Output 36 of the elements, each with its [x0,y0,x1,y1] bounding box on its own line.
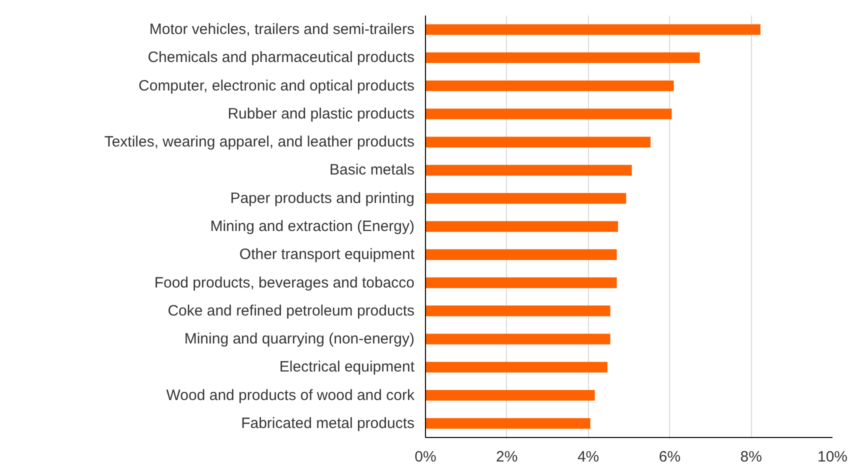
bar [426,249,617,260]
bar [426,193,626,204]
y-tick-label: Other transport equipment [239,246,416,264]
y-tick-label: Wood and products of wood and cork [166,386,415,404]
bar [426,418,590,429]
y-tick-label: Food products, beverages and tobacco [154,274,414,292]
bar [426,277,617,288]
bar [426,306,610,316]
bar [426,108,672,120]
y-tick-label: Paper products and printing [230,190,415,207]
x-tick-label: 4% [577,448,600,466]
x-tick-label: 8% [740,448,762,466]
x-tick-label: 0% [414,448,436,466]
x-tick-label: 2% [496,448,518,466]
bar [426,164,632,176]
y-tick-label: Basic metals [329,162,415,179]
bar [426,334,610,344]
y-tick-label: Fabricated metal products [241,414,415,432]
bar [426,390,595,401]
y-tick-label: Chemicals and pharmaceutical products [148,49,415,66]
y-tick-label: Mining and extraction (Energy) [210,218,415,235]
x-tick-label: 6% [658,448,681,466]
bar [426,80,674,92]
bar [426,362,608,373]
bar [426,24,760,35]
y-tick-label: Mining and quarrying (non-energy) [184,330,415,348]
x-tick-label: 10% [817,448,848,466]
bar [426,221,618,232]
y-tick-label: Motor vehicles, trailers and semi-trailers [149,21,414,38]
y-tick-label: Electrical equipment [279,358,416,376]
bar [426,52,700,64]
y-tick-label: Textiles, wearing apparel, and leather products [104,134,415,151]
y-tick-label: Computer, electronic and optical products [138,77,414,94]
y-tick-label: Rubber and plastic products [228,105,415,122]
y-tick-label: Coke and refined petroleum products [168,302,414,320]
bar [426,136,651,148]
